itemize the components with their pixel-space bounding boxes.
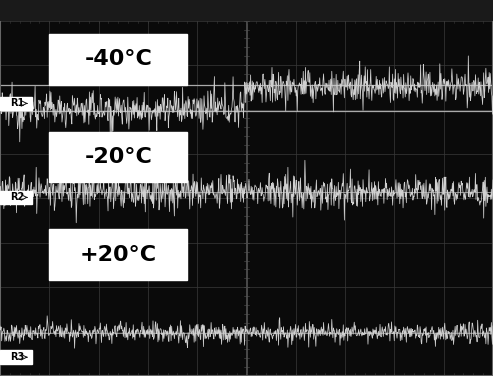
FancyBboxPatch shape <box>0 0 493 21</box>
Text: -20°C: -20°C <box>84 147 152 167</box>
Text: R1: R1 <box>10 99 24 108</box>
FancyBboxPatch shape <box>0 97 32 110</box>
FancyBboxPatch shape <box>49 132 187 182</box>
FancyBboxPatch shape <box>0 191 32 204</box>
FancyBboxPatch shape <box>0 350 32 364</box>
FancyBboxPatch shape <box>49 34 187 85</box>
Text: R2: R2 <box>10 193 24 202</box>
FancyBboxPatch shape <box>49 229 187 280</box>
Text: R3: R3 <box>10 352 24 362</box>
Text: +20°C: +20°C <box>80 245 157 265</box>
Text: -40°C: -40°C <box>84 49 152 69</box>
